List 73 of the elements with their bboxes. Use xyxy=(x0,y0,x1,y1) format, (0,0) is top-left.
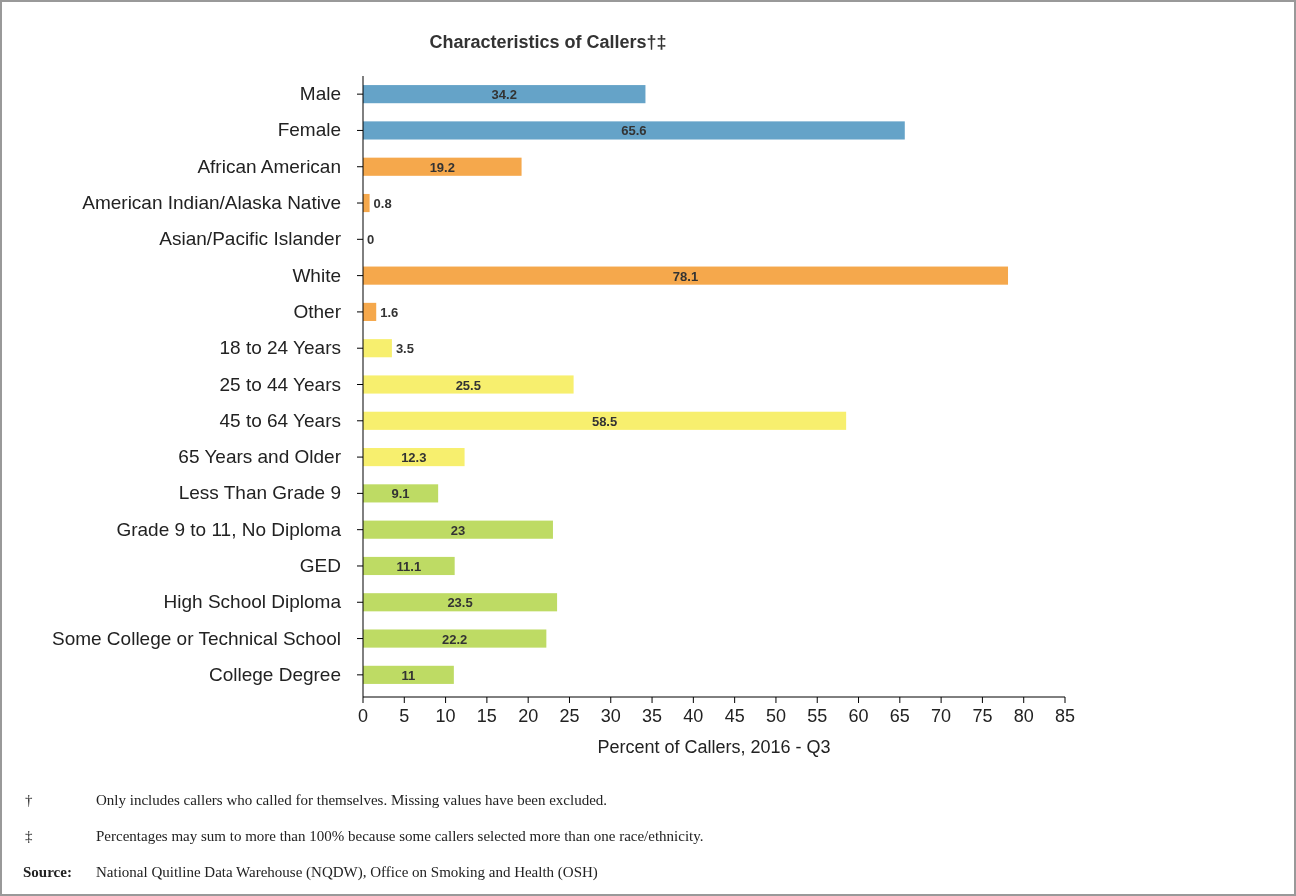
y-tick-label: 45 to 64 Years xyxy=(219,409,341,431)
y-tick-label: 65 Years and Older xyxy=(178,446,342,468)
x-tick-label: 65 xyxy=(889,706,910,726)
x-tick-label: 15 xyxy=(476,706,497,726)
x-tick-label: 75 xyxy=(972,706,993,726)
x-tick-label: 40 xyxy=(683,706,704,726)
x-tick-label: 85 xyxy=(1054,706,1076,726)
bar xyxy=(363,520,553,539)
data-label: 9.1 xyxy=(391,486,410,502)
bar xyxy=(363,593,558,612)
bar xyxy=(363,85,646,104)
y-tick-label: Grade 9 to 11, No Diploma xyxy=(116,518,342,540)
x-tick-label: 70 xyxy=(931,706,952,726)
x-tick-label: 60 xyxy=(848,706,869,726)
bar xyxy=(363,302,377,321)
bar xyxy=(363,375,574,394)
data-label: 11.1 xyxy=(396,558,422,574)
data-label: 22.2 xyxy=(442,631,468,647)
bar xyxy=(363,665,454,684)
data-label: 0.8 xyxy=(373,196,392,212)
x-axis-title: Percent of Callers, 2016 - Q3 xyxy=(597,737,831,757)
data-label: 3.5 xyxy=(395,341,414,357)
data-label: 0 xyxy=(367,232,375,248)
y-tick-label: White xyxy=(292,264,341,286)
y-tick-label: Male xyxy=(299,83,341,105)
text: ‡ Percentages may sum to more than 100% because some callers selected more than one race/ethnicity. xyxy=(25,828,704,844)
y-tick-label: High School Diploma xyxy=(163,591,342,613)
y-tick-label: 18 to 24 Years xyxy=(219,337,341,359)
bar xyxy=(363,556,455,576)
data-label: 23.5 xyxy=(447,595,473,611)
bar xyxy=(363,157,522,176)
chart-title: Characteristics of Callers†‡ xyxy=(429,32,667,52)
data-label: 11 xyxy=(401,667,416,683)
bar xyxy=(363,193,370,213)
x-tick-label: 5 xyxy=(399,706,410,726)
bar xyxy=(363,448,465,467)
data-label: 58.5 xyxy=(591,413,618,429)
data-label: 34.2 xyxy=(491,87,517,103)
data-label: 78.1 xyxy=(672,268,699,284)
x-tick-label: 45 xyxy=(724,706,745,726)
y-tick-label: Less Than Grade 9 xyxy=(178,482,341,504)
y-tick-label: GED xyxy=(299,554,341,576)
x-tick-label: 20 xyxy=(518,706,539,726)
data-label: 65.6 xyxy=(621,123,647,139)
y-tick-label: African American xyxy=(197,155,341,177)
text: Source: National Quitline Data Warehouse (NQDW), Office on Smoking and Health (OSH) xyxy=(23,864,598,880)
x-tick-label: 50 xyxy=(765,706,786,726)
y-tick-label: American Indian/Alaska Native xyxy=(82,192,341,214)
text: † Only includes callers who called for themselves. Missing values have been excluded. xyxy=(25,792,608,808)
bar xyxy=(363,121,905,140)
bar xyxy=(363,339,392,358)
x-tick-label: 35 xyxy=(642,706,663,726)
bar xyxy=(363,266,1009,285)
x-tick-label: 55 xyxy=(807,706,828,726)
x-tick-label: 30 xyxy=(600,706,621,726)
x-tick-label: 25 xyxy=(559,706,580,726)
y-tick-label: Female xyxy=(277,119,341,141)
bar xyxy=(363,411,847,430)
data-label: 25.5 xyxy=(455,377,481,393)
bar xyxy=(363,484,439,503)
bar xyxy=(363,629,547,648)
y-tick-label: 25 to 44 Years xyxy=(219,373,341,395)
y-tick-label: Some College or Technical School xyxy=(51,627,341,649)
data-label: 12.3 xyxy=(401,450,427,466)
y-tick-label: Asian/Pacific Islander xyxy=(159,228,342,250)
y-tick-label: College Degree xyxy=(208,663,341,685)
data-label: 1.6 xyxy=(380,304,399,320)
data-label: 23 xyxy=(450,522,466,538)
y-tick-label: Other xyxy=(293,300,342,322)
x-tick-label: 80 xyxy=(1013,706,1034,726)
data-label: 19.2 xyxy=(429,159,455,175)
x-tick-label: 10 xyxy=(435,706,456,726)
x-tick-label: 0 xyxy=(357,706,369,726)
